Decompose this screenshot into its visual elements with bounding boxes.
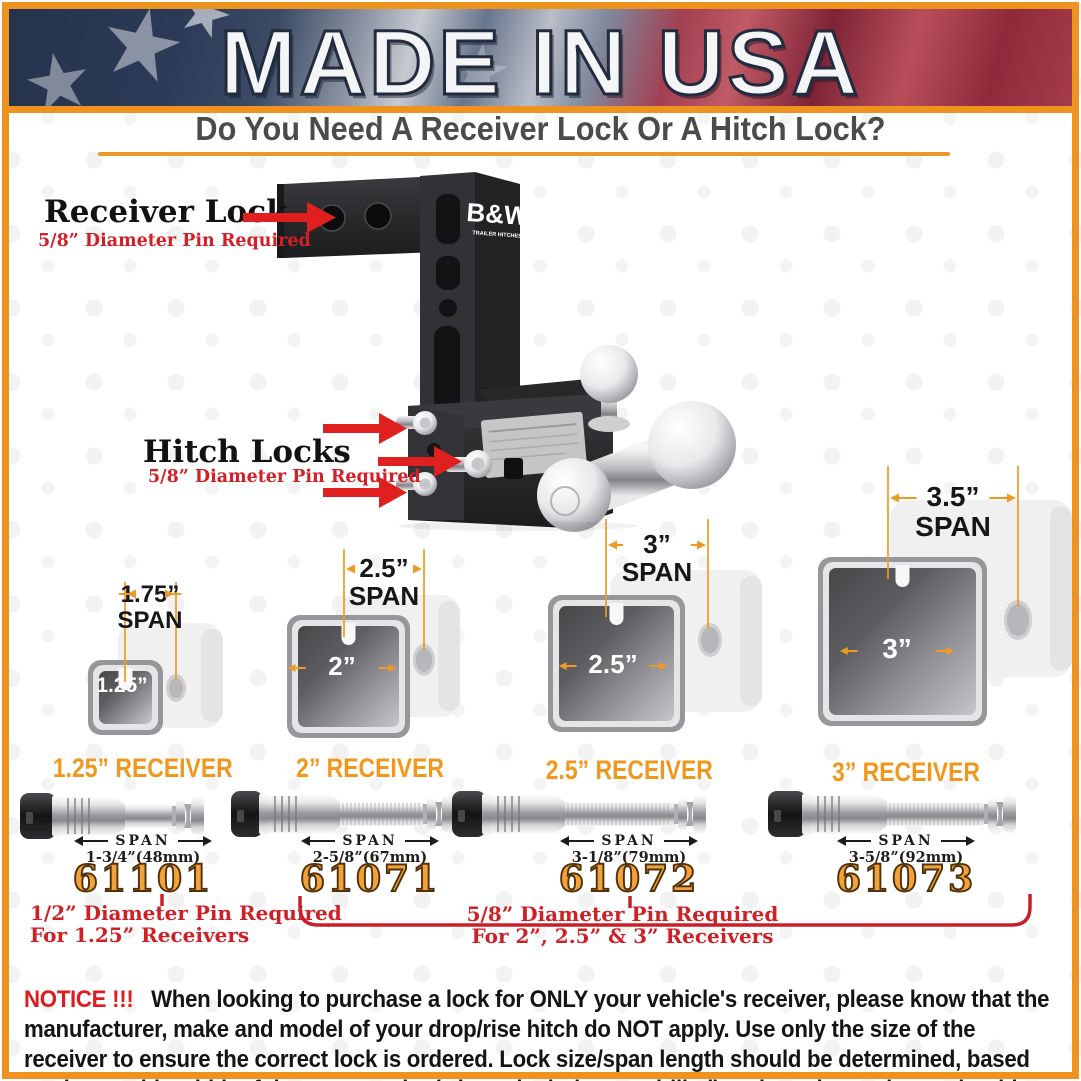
small-pin-note-line2: For 1.25” Receivers bbox=[30, 923, 250, 947]
receiver-opening-size: 1.25” bbox=[96, 674, 147, 697]
flag-header: ★ ★ ★ ★ MADE IN USA bbox=[9, 9, 1072, 113]
lock-pin-61071 bbox=[231, 788, 459, 847]
receiver-lock-label: Receiver Lock bbox=[44, 194, 288, 230]
pin-span-length: 1-3/4”(48mm) bbox=[85, 849, 201, 866]
part-number: 61072 bbox=[558, 857, 700, 901]
pin-span-marker: SPAN bbox=[258, 833, 482, 849]
brand-logo-sub: TRAILER HITCHES bbox=[472, 230, 522, 239]
measure-arrow-left-icon bbox=[837, 836, 872, 846]
notice-label: NOTICE !!! bbox=[24, 986, 134, 1013]
part-number: 61073 bbox=[835, 857, 977, 901]
lock-pin-61073 bbox=[768, 788, 1020, 847]
tri-ball bbox=[537, 345, 736, 532]
riser-side bbox=[475, 172, 520, 430]
measure-arrow-left-icon bbox=[560, 836, 595, 846]
large-pin-note: 5/8” Diameter Pin Required For 2”, 2.5” … bbox=[450, 903, 795, 947]
hitch-locks-sublabel: 5/8” Diameter Pin Required bbox=[148, 467, 421, 487]
receiver-opening-size: 2” bbox=[328, 651, 355, 681]
pin-span-marker: SPAN bbox=[31, 833, 255, 849]
receiver-illustration-2: 2” 2.5” SPAN bbox=[276, 545, 486, 750]
span-word: SPAN bbox=[601, 833, 657, 849]
receiver-span-word: SPAN bbox=[118, 607, 183, 634]
page-title: MADE IN USA bbox=[218, 11, 862, 113]
receiver-illustration-3: 3” 3.5” SPAN bbox=[800, 462, 1081, 749]
measure-arrow-left-icon bbox=[74, 836, 109, 846]
receiver-span-word: SPAN bbox=[915, 511, 991, 542]
large-pin-note-line2: For 2”, 2.5” & 3” Receivers bbox=[471, 924, 774, 948]
span-word: SPAN bbox=[878, 833, 934, 849]
receiver-lock-sublabel: 5/8” Diameter Pin Required bbox=[38, 231, 311, 251]
receiver-illustration-1.25: 1.25” 1.75” SPAN bbox=[48, 578, 248, 763]
receiver-label: 2” RECEIVER bbox=[296, 753, 444, 783]
part-number: 61101 bbox=[72, 857, 214, 901]
receiver-span-word: SPAN bbox=[622, 557, 692, 587]
receiver-label: 2.5” RECEIVER bbox=[545, 755, 713, 785]
receiver-span-value: 3.5” bbox=[927, 481, 980, 512]
lock-pin-61101 bbox=[20, 790, 205, 849]
receiver-illustration-2.5: 2.5” 3” SPAN bbox=[540, 515, 780, 752]
large-pin-note-line1: 5/8” Diameter Pin Required bbox=[466, 902, 779, 926]
notice-paragraph: NOTICE !!! When looking to purchase a lo… bbox=[24, 985, 1060, 1081]
span-word: SPAN bbox=[115, 833, 171, 849]
small-pin-note: 1/2” Diameter Pin Required For 1.25” Rec… bbox=[30, 902, 342, 946]
receiver-label: 1.25” RECEIVER bbox=[53, 753, 233, 783]
question-heading: Do You Need A Receiver Lock Or A Hitch L… bbox=[195, 110, 886, 147]
measure-arrow-right-icon bbox=[404, 836, 439, 846]
receiver-span-value: 3” bbox=[643, 529, 670, 559]
riser bbox=[420, 172, 475, 426]
hitch-locks-label: Hitch Locks bbox=[143, 434, 351, 470]
heading-underline bbox=[98, 152, 950, 156]
pin-span-length: 3-1/8”(79mm) bbox=[571, 849, 687, 866]
receiver-opening-size: 2.5” bbox=[588, 649, 637, 679]
pin-span-marker: SPAN bbox=[517, 833, 741, 849]
lock-pin-61072 bbox=[452, 788, 710, 847]
receiver-span-word: SPAN bbox=[349, 581, 419, 611]
measure-arrow-right-icon bbox=[177, 836, 212, 846]
hitch-illustration: B&W TRAILER HITCHES bbox=[277, 172, 736, 532]
notice-body: When looking to purchase a lock for ONLY… bbox=[24, 986, 1050, 1081]
brand-logo: B&W bbox=[466, 197, 530, 231]
small-pin-note-line1: 1/2” Diameter Pin Required bbox=[30, 901, 342, 925]
part-number: 61071 bbox=[299, 857, 441, 901]
span-word: SPAN bbox=[342, 833, 398, 849]
pin-span-length: 2-5/8”(67mm) bbox=[312, 849, 428, 866]
shank bbox=[284, 176, 438, 258]
pin-span-marker: SPAN bbox=[794, 833, 1018, 849]
receiver-span-value: 2.5” bbox=[359, 553, 408, 583]
measure-arrow-right-icon bbox=[940, 836, 975, 846]
hitch-lock-pin bbox=[396, 411, 437, 435]
receiver-label: 3” RECEIVER bbox=[832, 757, 980, 787]
receiver-opening-size: 3” bbox=[882, 633, 912, 664]
pin-span-length: 3-5/8”(92mm) bbox=[848, 849, 964, 866]
measure-arrow-left-icon bbox=[301, 836, 336, 846]
measure-arrow-right-icon bbox=[663, 836, 698, 846]
